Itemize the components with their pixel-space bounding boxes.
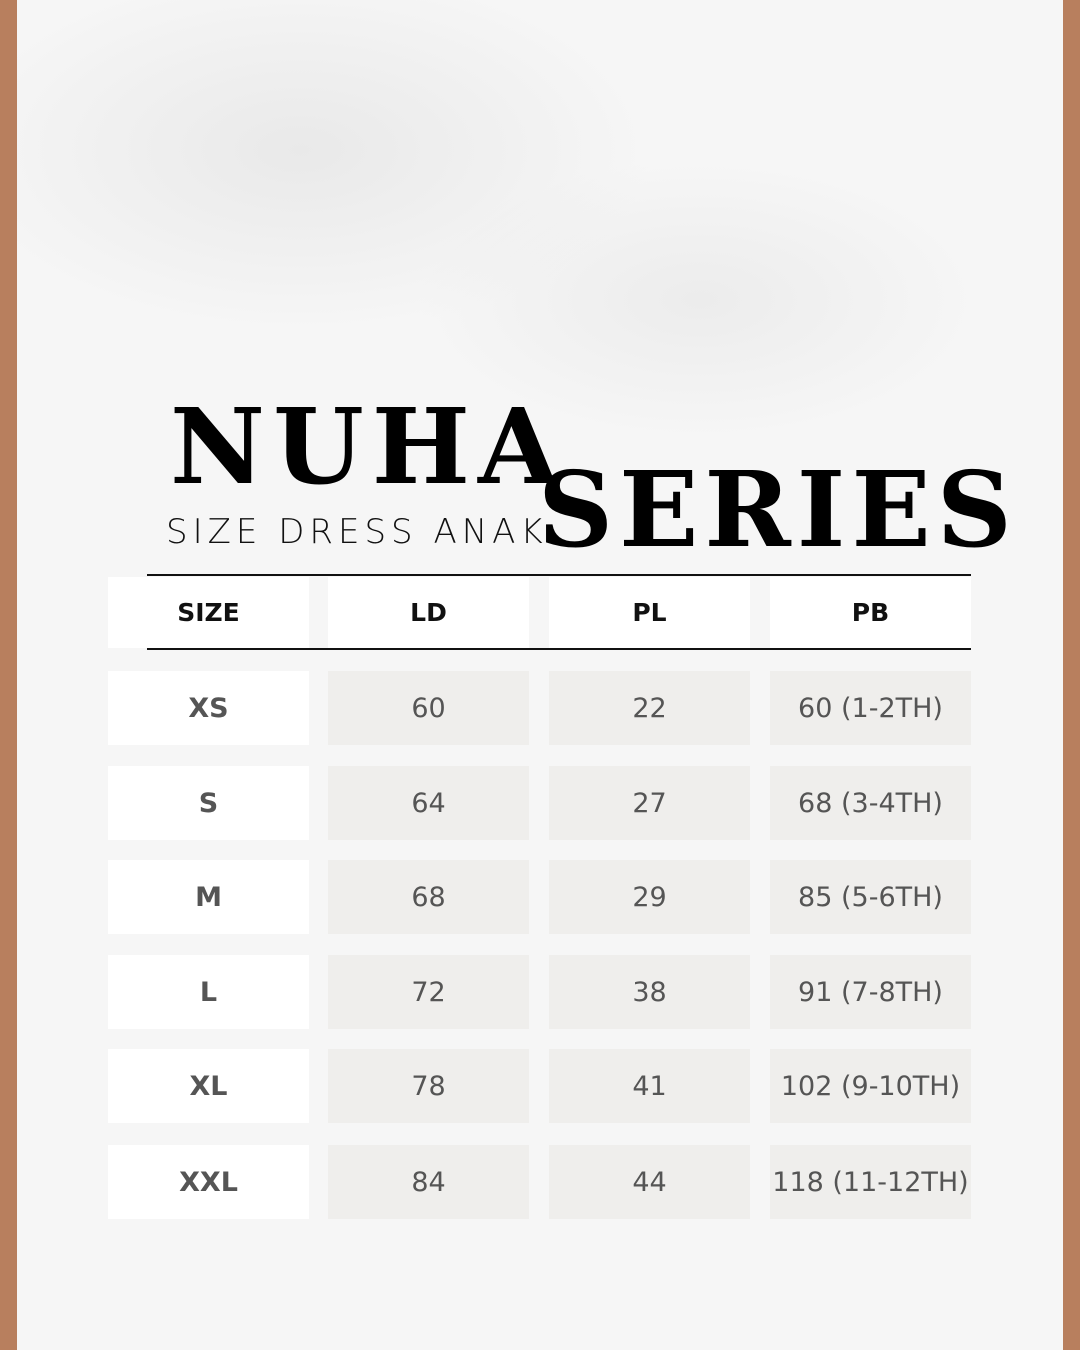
- measure-cell-ld: 78: [328, 1049, 529, 1123]
- size-cell: XS: [108, 671, 309, 745]
- size-cell: XXL: [108, 1145, 309, 1219]
- measure-cell-pb: 85 (5-6TH): [770, 860, 971, 934]
- header-size: SIZE: [108, 577, 309, 648]
- measure-cell-ld: 72: [328, 955, 529, 1029]
- measure-cell-pl: 41: [549, 1049, 750, 1123]
- measure-cell-pb: 91 (7-8TH): [770, 955, 971, 1029]
- measure-cell-pl: 22: [549, 671, 750, 745]
- measure-cell-pl: 27: [549, 766, 750, 840]
- size-cell: L: [108, 955, 309, 1029]
- size-cell: XL: [108, 1049, 309, 1123]
- measure-cell-pb: 60 (1-2TH): [770, 671, 971, 745]
- size-cell: S: [108, 766, 309, 840]
- header-ld: LD: [328, 577, 529, 648]
- left-border: [0, 0, 17, 1350]
- measure-cell-ld: 68: [328, 860, 529, 934]
- header-bottom-rule: [147, 648, 971, 650]
- measure-cell-pl: 29: [549, 860, 750, 934]
- measure-cell-pb: 68 (3-4TH): [770, 766, 971, 840]
- header-pb: PB: [770, 577, 971, 648]
- measure-cell-pl: 44: [549, 1145, 750, 1219]
- measure-cell-pl: 38: [549, 955, 750, 1029]
- measure-cell-ld: 64: [328, 766, 529, 840]
- right-border: [1063, 0, 1080, 1350]
- measure-cell-pb: 102 (9-10TH): [770, 1049, 971, 1123]
- header-top-rule: [147, 574, 971, 576]
- measure-cell-ld: 84: [328, 1145, 529, 1219]
- measure-cell-ld: 60: [328, 671, 529, 745]
- size-cell: M: [108, 860, 309, 934]
- title-series: SERIES: [538, 448, 1018, 571]
- title-nuha: NUHA: [170, 385, 567, 508]
- header-pl: PL: [549, 577, 750, 648]
- subtitle: SIZE DRESS ANAK: [166, 512, 548, 552]
- measure-cell-pb: 118 (11-12TH): [770, 1145, 971, 1219]
